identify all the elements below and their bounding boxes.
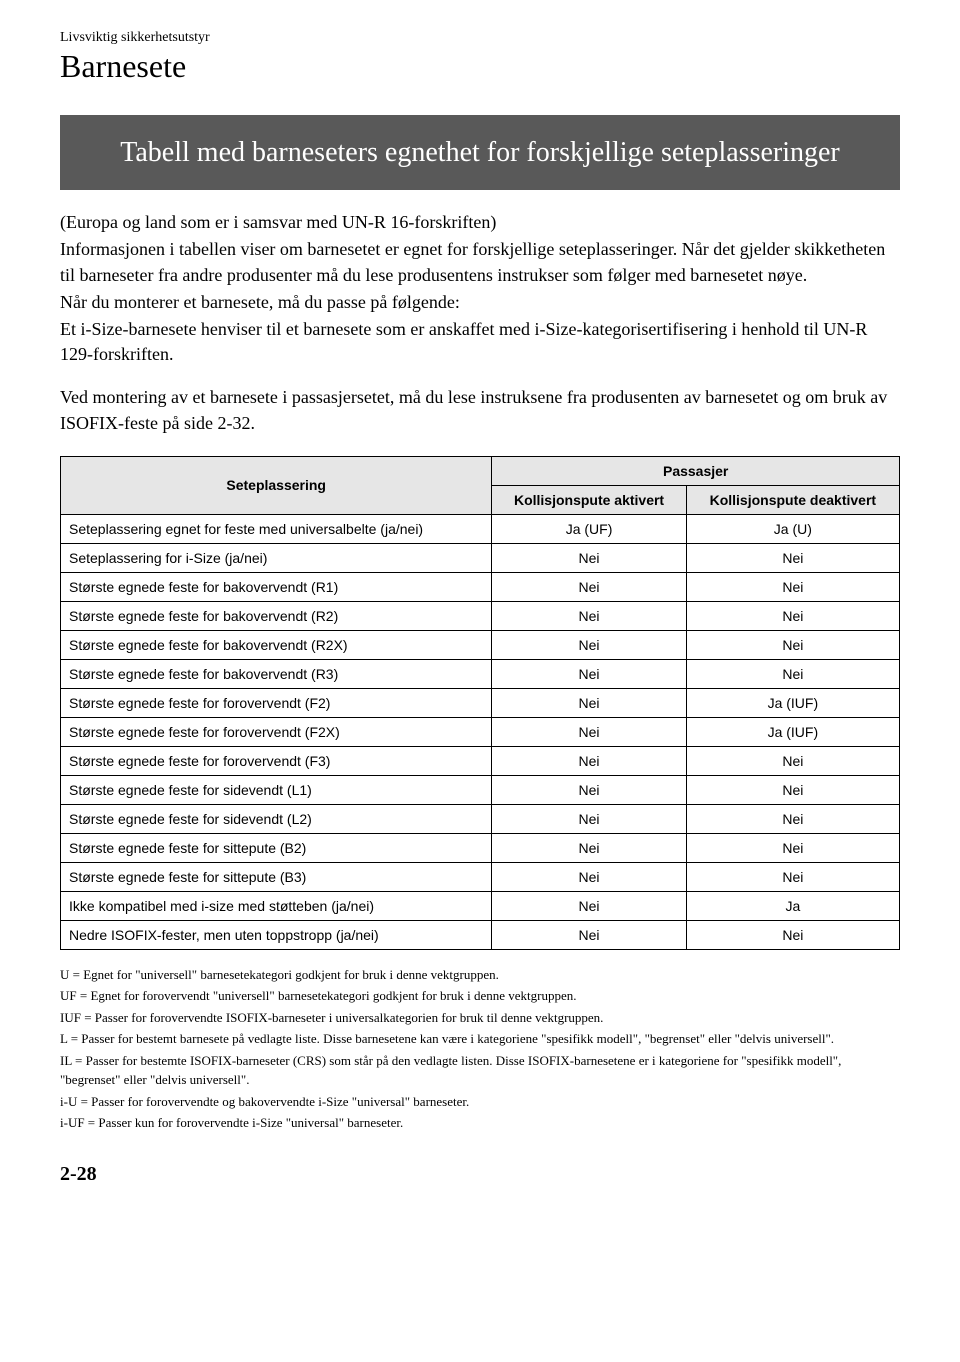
table-row: Største egnede feste for bakovervendt (R…: [61, 630, 900, 659]
table-cell-value: Nei: [492, 630, 686, 659]
table-cell-value: Nei: [492, 717, 686, 746]
intro-line: Et i-Size-barnesete henviser til et barn…: [60, 317, 900, 367]
footnote: UF = Egnet for forovervendt "universell"…: [60, 986, 900, 1006]
table-cell-label: Seteplassering for i-Size (ja/nei): [61, 543, 492, 572]
header-title: Barnesete: [60, 48, 900, 85]
table-cell-value: Nei: [686, 862, 899, 891]
table-cell-label: Største egnede feste for sittepute (B3): [61, 862, 492, 891]
footnotes: U = Egnet for "universell" barnesetekate…: [60, 965, 900, 1133]
table-cell-label: Største egnede feste for forovervendt (F…: [61, 717, 492, 746]
table-row: Største egnede feste for bakovervendt (R…: [61, 659, 900, 688]
table-cell-value: Nei: [686, 920, 899, 949]
footnote: i-UF = Passer kun for forovervendte i-Si…: [60, 1113, 900, 1133]
table-cell-value: Nei: [686, 746, 899, 775]
table-cell-value: Ja (UF): [492, 514, 686, 543]
table-cell-value: Nei: [492, 775, 686, 804]
table-cell-value: Nei: [492, 688, 686, 717]
table-cell-value: Ja: [686, 891, 899, 920]
intro-line: (Europa og land som er i samsvar med UN-…: [60, 210, 900, 235]
table-cell-label: Største egnede feste for bakovervendt (R…: [61, 572, 492, 601]
table-cell-value: Ja (IUF): [686, 717, 899, 746]
intro-text: (Europa og land som er i samsvar med UN-…: [60, 210, 900, 436]
table-header: Kollisjonspute aktivert: [492, 485, 686, 514]
table-row: Seteplassering egnet for feste med unive…: [61, 514, 900, 543]
table-cell-label: Nedre ISOFIX-fester, men uten toppstropp…: [61, 920, 492, 949]
table-cell-value: Nei: [492, 804, 686, 833]
table-header: Kollisjonspute deaktivert: [686, 485, 899, 514]
table-cell-label: Største egnede feste for bakovervendt (R…: [61, 601, 492, 630]
table-row: Største egnede feste for sittepute (B3)N…: [61, 862, 900, 891]
table-cell-label: Største egnede feste for bakovervendt (R…: [61, 659, 492, 688]
table-cell-value: Nei: [686, 543, 899, 572]
table-cell-value: Ja (U): [686, 514, 899, 543]
table-cell-value: Nei: [492, 920, 686, 949]
table-cell-value: Nei: [686, 601, 899, 630]
table-row: Seteplassering for i-Size (ja/nei)NeiNei: [61, 543, 900, 572]
table-row: Største egnede feste for sidevendt (L1)N…: [61, 775, 900, 804]
table-cell-value: Nei: [686, 659, 899, 688]
table-cell-value: Nei: [686, 833, 899, 862]
table-cell-value: Nei: [492, 659, 686, 688]
table-header: Passasjer: [492, 456, 900, 485]
table-cell-value: Nei: [492, 833, 686, 862]
table-row: Ikke kompatibel med i-size med støtteben…: [61, 891, 900, 920]
table-cell-value: Nei: [492, 746, 686, 775]
table-row: Største egnede feste for forovervendt (F…: [61, 746, 900, 775]
table-cell-value: Nei: [492, 543, 686, 572]
table-row: Største egnede feste for bakovervendt (R…: [61, 601, 900, 630]
table-cell-label: Største egnede feste for forovervendt (F…: [61, 746, 492, 775]
table-row: Nedre ISOFIX-fester, men uten toppstropp…: [61, 920, 900, 949]
table-cell-value: Nei: [492, 601, 686, 630]
table-row: Største egnede feste for sidevendt (L2)N…: [61, 804, 900, 833]
table-cell-value: Nei: [686, 572, 899, 601]
table-cell-label: Største egnede feste for forovervendt (F…: [61, 688, 492, 717]
table-cell-label: Største egnede feste for sidevendt (L2): [61, 804, 492, 833]
table-cell-value: Nei: [686, 775, 899, 804]
footnote: IL = Passer for bestemte ISOFIX-barneset…: [60, 1051, 900, 1090]
intro-line: Ved montering av et barnesete i passasje…: [60, 385, 900, 435]
table-cell-label: Største egnede feste for bakovervendt (R…: [61, 630, 492, 659]
table-row: Største egnede feste for forovervendt (F…: [61, 688, 900, 717]
table-row: Største egnede feste for sittepute (B2)N…: [61, 833, 900, 862]
suitability-table: Seteplassering Passasjer Kollisjonspute …: [60, 456, 900, 950]
footnote: i-U = Passer for forovervendte og bakove…: [60, 1092, 900, 1112]
table-cell-label: Ikke kompatibel med i-size med støtteben…: [61, 891, 492, 920]
header-category: Livsviktig sikkerhetsutstyr: [60, 30, 900, 46]
table-row: Største egnede feste for forovervendt (F…: [61, 717, 900, 746]
footnote: IUF = Passer for forovervendte ISOFIX-ba…: [60, 1008, 900, 1028]
table-cell-label: Største egnede feste for sidevendt (L1): [61, 775, 492, 804]
section-title: Tabell med barneseters egnethet for fors…: [60, 115, 900, 190]
intro-line: Når du monterer et barnesete, må du pass…: [60, 290, 900, 315]
table-body: Seteplassering egnet for feste med unive…: [61, 514, 900, 949]
table-cell-label: Seteplassering egnet for feste med unive…: [61, 514, 492, 543]
footnote: L = Passer for bestemt barnesete på vedl…: [60, 1029, 900, 1049]
table-header: Seteplassering: [61, 456, 492, 514]
table-cell-value: Nei: [492, 862, 686, 891]
intro-line: Informasjonen i tabellen viser om barnes…: [60, 237, 900, 287]
table-cell-value: Ja (IUF): [686, 688, 899, 717]
footnote: U = Egnet for "universell" barnesetekate…: [60, 965, 900, 985]
table-cell-value: Nei: [492, 572, 686, 601]
table-cell-value: Nei: [686, 804, 899, 833]
table-cell-label: Største egnede feste for sittepute (B2): [61, 833, 492, 862]
page-number: 2-28: [60, 1163, 900, 1186]
table-cell-value: Nei: [492, 891, 686, 920]
table-cell-value: Nei: [686, 630, 899, 659]
table-row: Største egnede feste for bakovervendt (R…: [61, 572, 900, 601]
